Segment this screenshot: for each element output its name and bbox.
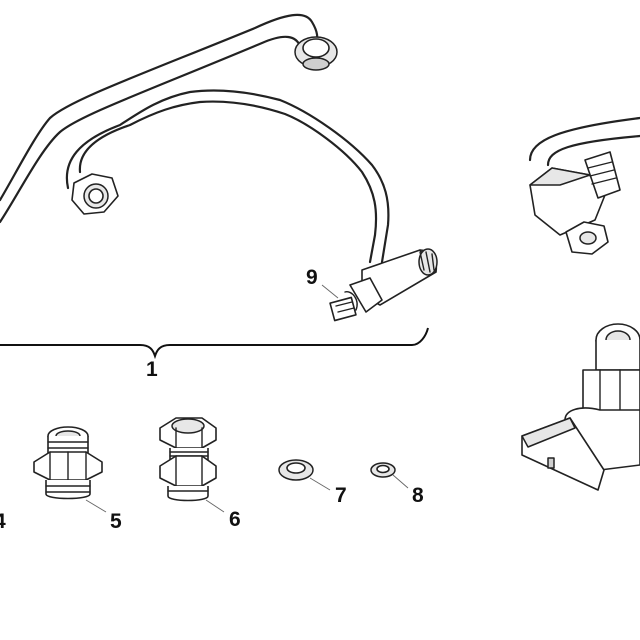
callout-9: 9 [306, 266, 318, 289]
assembly-bracket [0, 327, 429, 360]
callout-5: 5 [110, 510, 122, 533]
callout-4: 4 [0, 510, 6, 533]
callout-8: 8 [412, 484, 424, 507]
upper-pipe [0, 13, 338, 224]
fitting-part-5 [33, 426, 103, 500]
washer-part-7 [278, 459, 314, 481]
right-valve-body [521, 323, 640, 491]
callout-7: 7 [335, 484, 347, 507]
callout-6: 6 [229, 508, 241, 531]
leader-lines [85, 284, 409, 513]
lower-pipe [65, 89, 390, 264]
washer-part-8 [370, 462, 396, 478]
fitting-part-6 [159, 417, 217, 502]
right-elbow-fitting [528, 116, 640, 255]
callout-1: 1 [146, 358, 158, 381]
sensor-valve [329, 248, 438, 322]
